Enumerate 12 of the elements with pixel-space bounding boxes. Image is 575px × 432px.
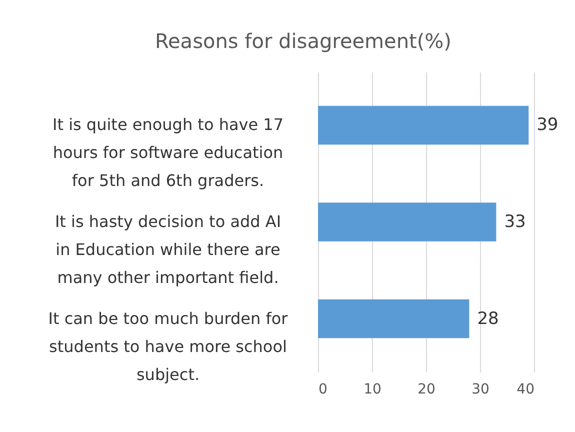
- y-tick-label: It can be too much burden for students to have more school subject.: [48, 308, 288, 384]
- x-tick-label: 30: [472, 382, 490, 398]
- data-label: 33: [504, 212, 526, 232]
- x-tick-label: 20: [418, 382, 436, 398]
- y-tick-label: It is hasty decision to add AI in Education while there are many other important field.: [54, 212, 282, 287]
- x-tick-label: 10: [364, 382, 382, 398]
- chart-title: Reasons for disagreement(%): [155, 29, 452, 53]
- data-label: 28: [477, 308, 499, 329]
- data-label: 39: [536, 115, 558, 136]
- y-tick-label: It is quite enough to have 17 hours for software education for 5th and 6th graders.: [52, 115, 284, 190]
- x-tick-label: 40: [516, 382, 534, 398]
- x-tick-label: 0: [318, 382, 328, 398]
